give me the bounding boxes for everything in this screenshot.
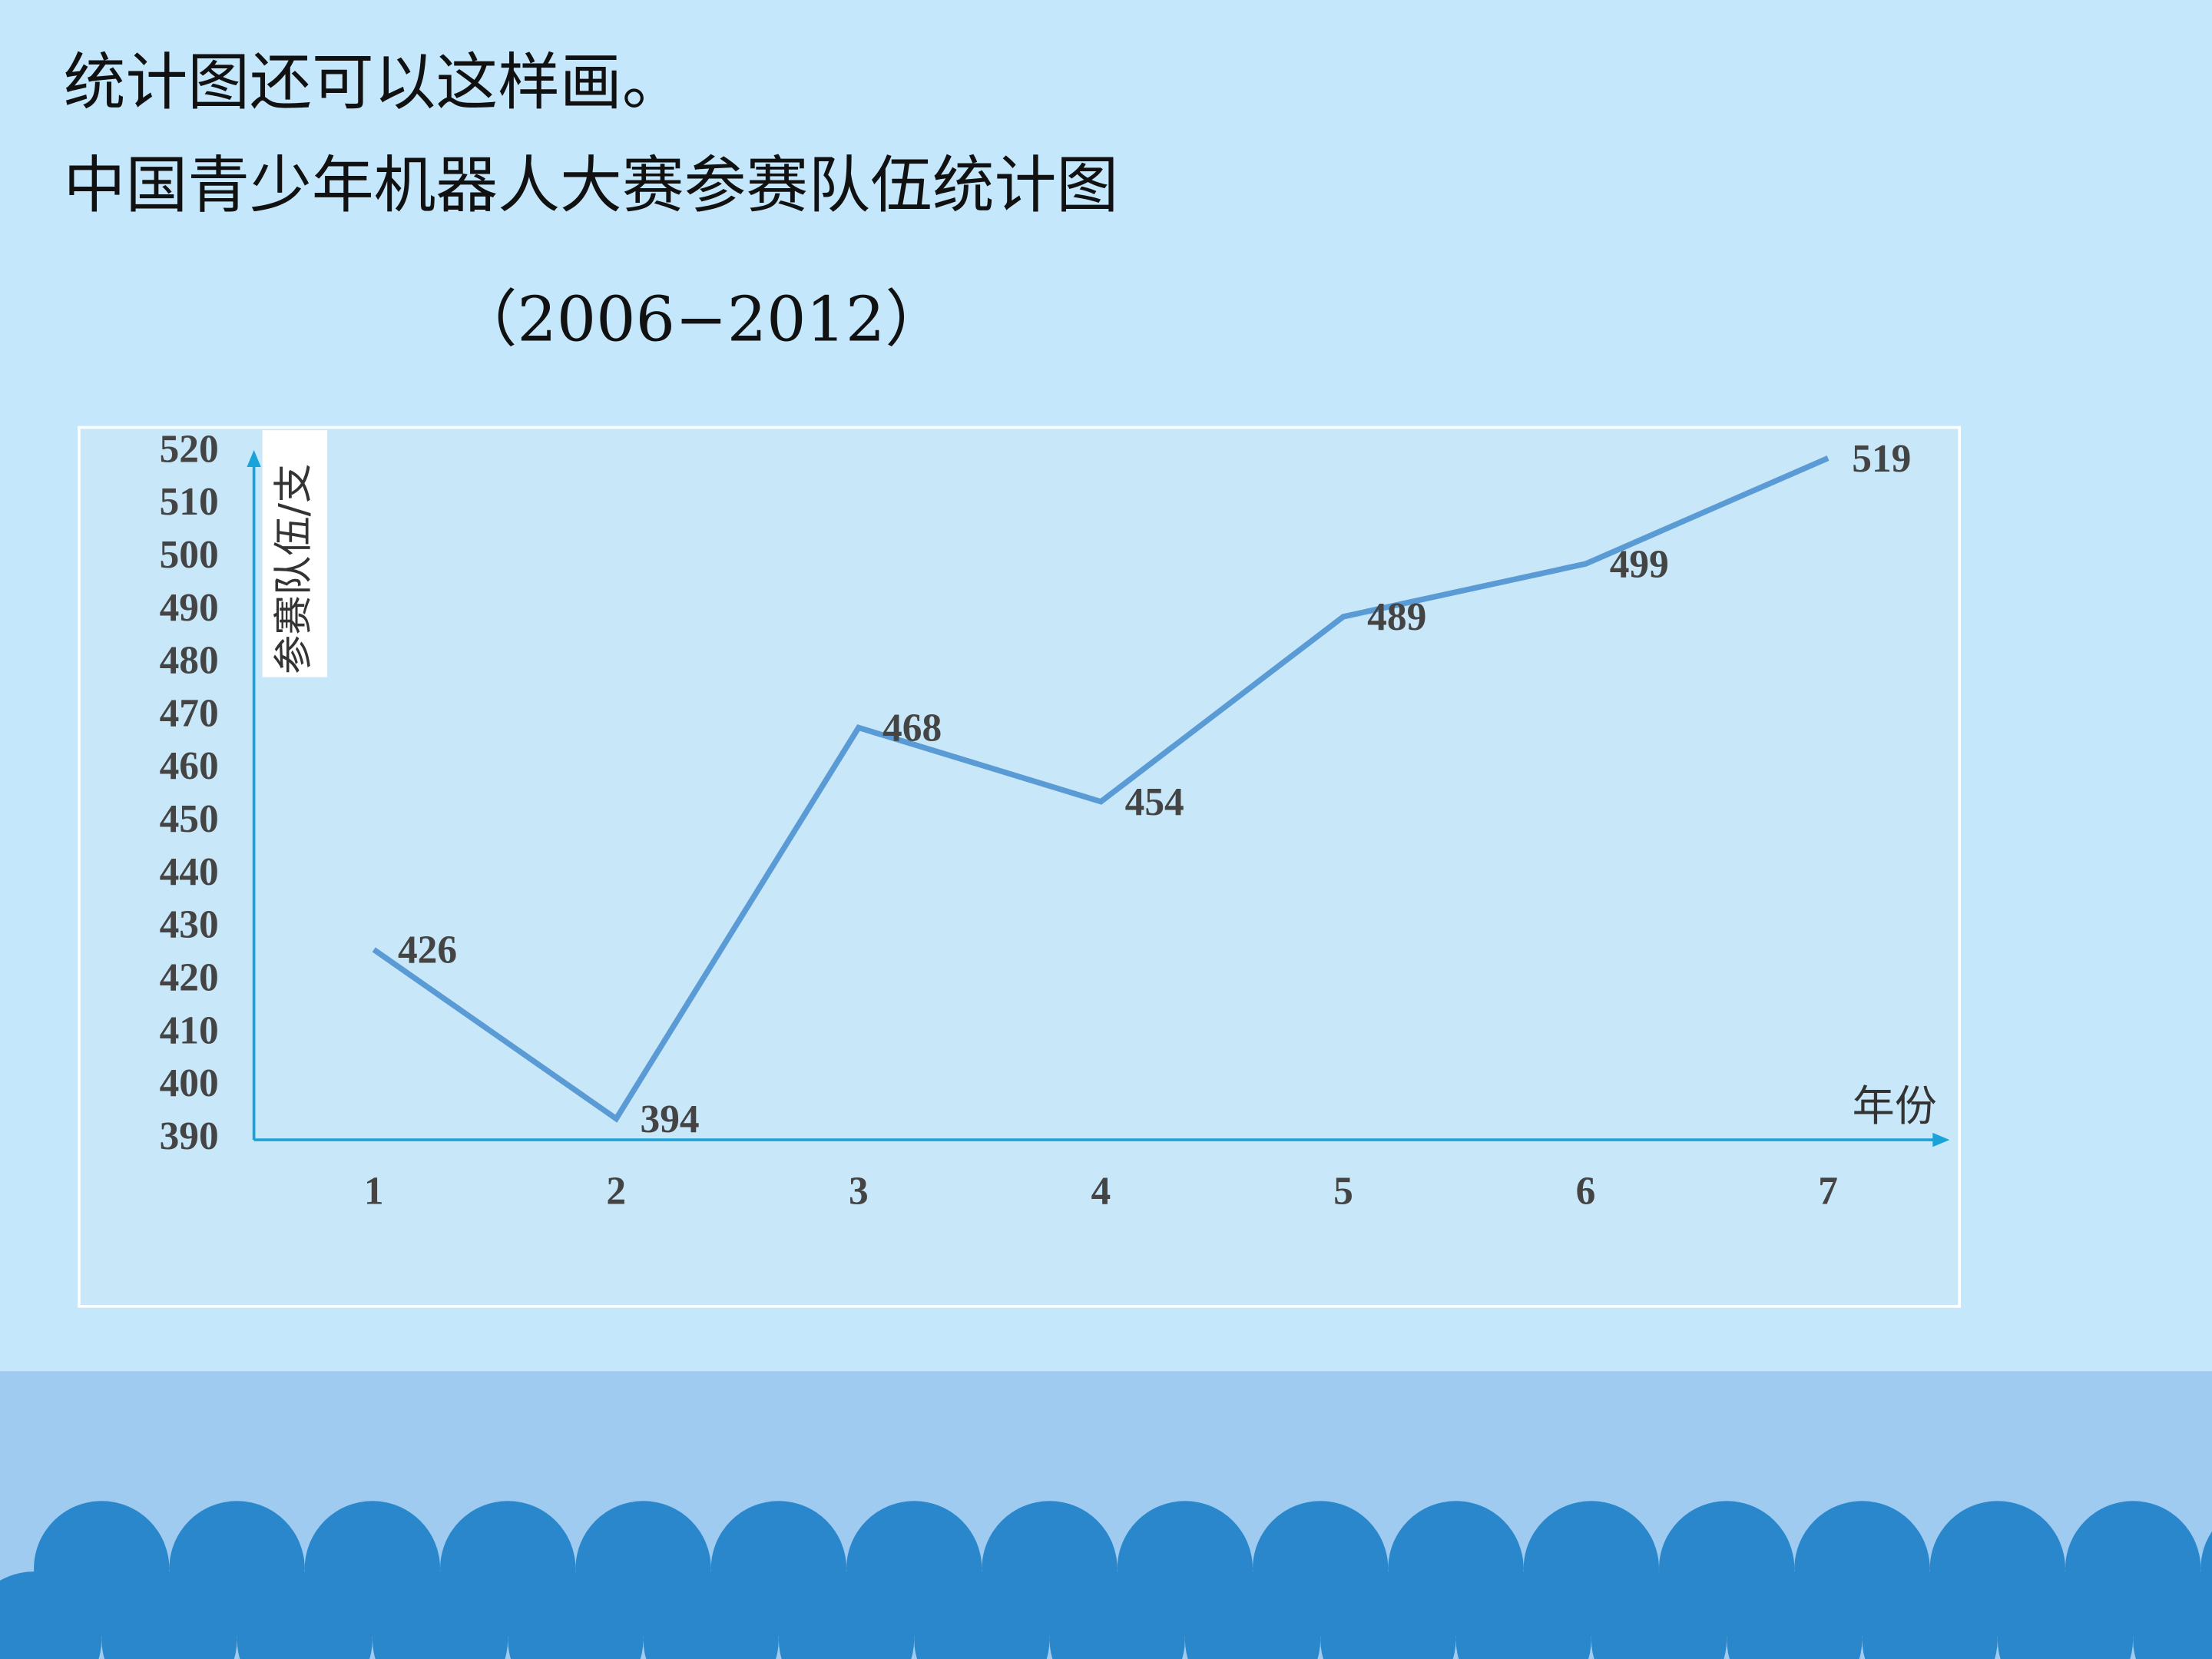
y-tick-label: 470	[160, 691, 219, 735]
wave	[1591, 1571, 1727, 1659]
data-label: 519	[1852, 437, 1911, 481]
y-tick-label: 440	[160, 850, 219, 894]
data-label: 426	[398, 929, 457, 972]
x-tick-label: 2	[606, 1170, 626, 1214]
y-tick-label: 450	[160, 797, 219, 841]
x-axis-arrow	[1932, 1132, 1950, 1147]
chart-subtitle: （2006−2012）	[455, 283, 948, 356]
y-tick-label: 500	[160, 533, 219, 577]
x-tick-label: 7	[1818, 1170, 1838, 1214]
y-tick-label: 520	[160, 427, 219, 471]
data-label: 489	[1367, 595, 1426, 639]
x-axis-label: 年份	[1853, 1081, 1937, 1131]
wave	[372, 1571, 508, 1659]
data-label: 394	[641, 1098, 700, 1141]
wave	[508, 1571, 644, 1659]
wave	[1049, 1571, 1185, 1659]
y-tick-label: 480	[160, 639, 219, 683]
waves	[0, 1501, 2212, 1659]
x-tick-label: 6	[1576, 1170, 1596, 1214]
chart-title: 中国青少年机器人大赛参赛队伍统计图	[64, 150, 1119, 222]
line	[372, 455, 1830, 1123]
wave	[914, 1571, 1050, 1659]
intro-text: 统计图还可以这样画。	[64, 47, 684, 119]
y-tick-label: 420	[160, 955, 219, 999]
y-axis-label: 参赛队伍/支	[271, 464, 317, 674]
x-tick-label: 5	[1333, 1170, 1353, 1214]
wave	[1997, 1571, 2134, 1659]
y-tick-label: 390	[160, 1114, 219, 1158]
wave	[643, 1571, 779, 1659]
plot-frame	[78, 426, 1962, 1308]
data-label: 499	[1610, 542, 1669, 586]
data-label: 468	[882, 707, 942, 750]
wave	[1320, 1571, 1456, 1659]
wave	[1184, 1571, 1321, 1659]
x-tick-label: 4	[1091, 1170, 1111, 1214]
wave	[1727, 1571, 1863, 1659]
wave	[237, 1571, 373, 1659]
y-axis-arrow	[247, 449, 261, 467]
x-tick-label: 3	[849, 1170, 869, 1214]
plot: 390 400 410 420 430 440 450 460 470 480 490 500 510 5…	[160, 427, 1950, 1214]
y-tick-label: 410	[160, 1008, 219, 1052]
y-tick-label: 400	[160, 1061, 219, 1105]
wave	[0, 1571, 102, 1659]
y-tick-label: 460	[160, 744, 219, 788]
wave	[778, 1571, 915, 1659]
x-tick-label: 1	[364, 1170, 384, 1214]
wave	[1455, 1571, 1591, 1659]
y-tick-label: 510	[160, 480, 219, 524]
data-label: 454	[1125, 780, 1184, 824]
wave	[101, 1571, 237, 1659]
y-tick-label: 430	[160, 903, 219, 947]
y-tick-label: 490	[160, 586, 219, 630]
wave	[2133, 1571, 2212, 1659]
y-label-box	[262, 430, 328, 677]
wave	[1862, 1571, 1998, 1659]
